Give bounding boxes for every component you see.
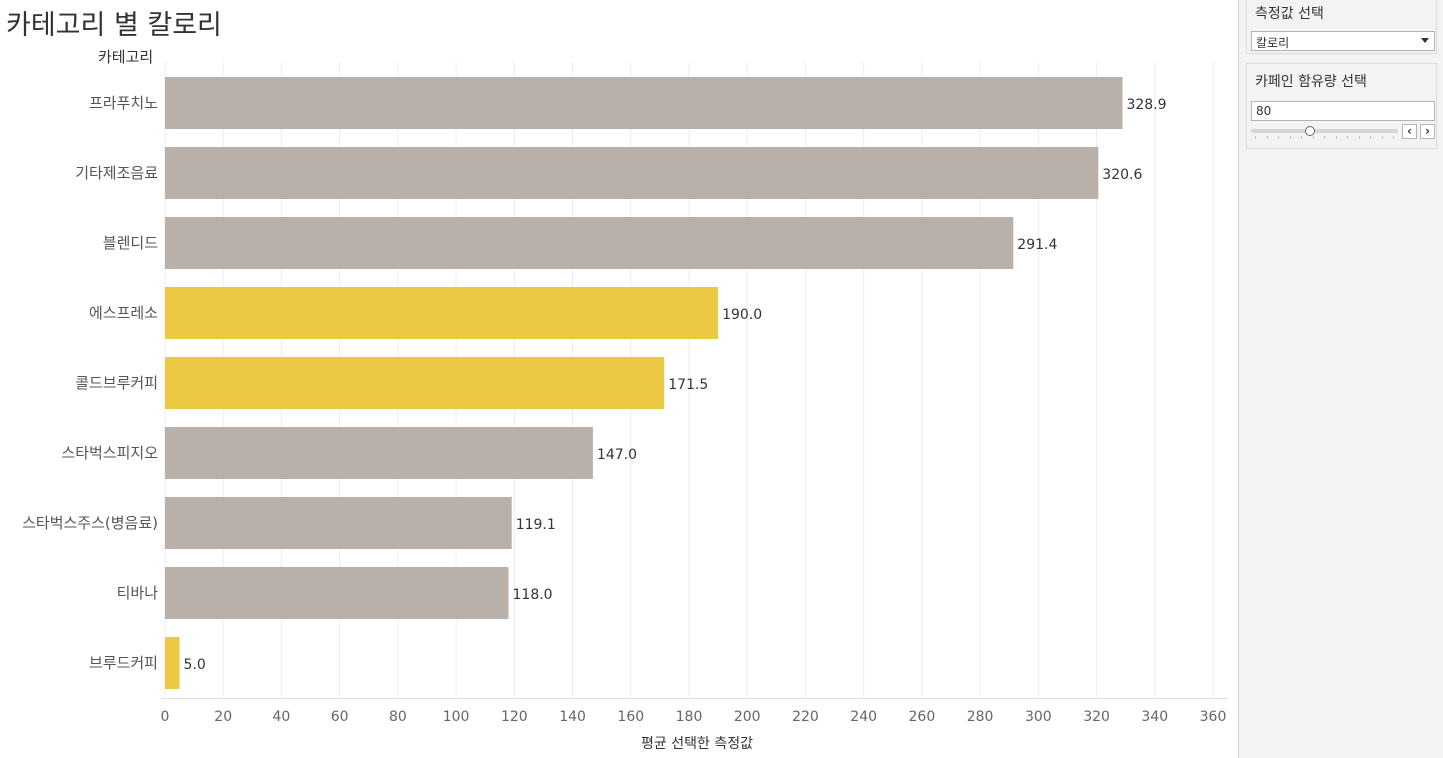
slider-tick <box>1370 136 1371 139</box>
caffeine-filter-card: 카페인 함유량 선택 80 ‹ › <box>1246 63 1437 149</box>
x-tick-label: 20 <box>214 709 232 725</box>
slider-tick <box>1266 136 1268 139</box>
x-tick-label: 160 <box>617 709 644 725</box>
slider-tick <box>1324 136 1325 139</box>
x-tick-label: 200 <box>734 709 761 725</box>
x-tick-label: 60 <box>331 709 349 725</box>
caffeine-slider-track[interactable] <box>1251 129 1398 133</box>
chart-title: 카테고리 별 칼로리 <box>6 10 222 41</box>
bar <box>165 217 1014 269</box>
x-tick-label: 100 <box>443 709 470 725</box>
x-tick-label: 180 <box>676 709 703 725</box>
x-tick-label: 240 <box>850 709 877 725</box>
measure-dropdown-value: 칼로리 <box>1256 36 1290 50</box>
value-label: 118.0 <box>513 587 553 603</box>
dropdown-arrow-icon <box>1421 38 1429 43</box>
caffeine-filter-title: 카페인 함유량 선택 <box>1255 74 1367 90</box>
category-label: 블렌디드 <box>103 234 158 252</box>
value-label: 291.4 <box>1017 237 1057 253</box>
x-tick-label: 320 <box>1083 709 1110 725</box>
slider-tick <box>1289 136 1291 139</box>
bar <box>165 567 509 619</box>
x-tick-label: 260 <box>909 709 936 725</box>
caffeine-slider-thumb[interactable] <box>1304 126 1315 136</box>
x-tick-label: 0 <box>161 709 170 725</box>
x-tick-label: 340 <box>1141 709 1168 725</box>
value-label: 147.0 <box>597 447 637 463</box>
category-label: 스타벅스주스(병음료) <box>22 514 158 532</box>
category-label: 프라푸치노 <box>89 94 158 112</box>
slider-tick <box>1347 136 1348 139</box>
value-label: 320.6 <box>1102 167 1142 183</box>
caffeine-value: 80 <box>1256 104 1272 118</box>
bar <box>165 287 719 339</box>
x-axis-title: 평균 선택한 측정값 <box>641 736 753 752</box>
bar <box>165 427 593 479</box>
bar <box>165 637 180 689</box>
caffeine-value-input[interactable]: 80 <box>1251 101 1435 121</box>
bar <box>165 147 1099 199</box>
category-label: 티바나 <box>117 584 159 602</box>
slider-tick <box>1381 136 1383 139</box>
value-label: 328.9 <box>1126 97 1166 113</box>
chevron-left-icon[interactable]: ‹ <box>1402 124 1417 139</box>
value-label: 171.5 <box>668 377 708 393</box>
x-tick-label: 360 <box>1200 709 1227 725</box>
x-tick-label: 140 <box>559 709 586 725</box>
filter-panel: 측정값 선택 칼로리 카페인 함유량 선택 80 ‹ › <box>1238 0 1443 758</box>
bar-chart: 프라푸치노 328.9 기타제조음료 320.6 블렌디드 291.4 에스프레소 190.0… <box>22 62 1228 752</box>
chevron-right-icon[interactable]: › <box>1420 124 1435 139</box>
category-label: 기타제조음료 <box>75 164 158 182</box>
x-tick-label: 300 <box>1025 709 1052 725</box>
slider-tick <box>1358 136 1360 139</box>
value-label: 5.0 <box>184 657 206 673</box>
slider-tick <box>1335 136 1337 139</box>
x-tick-label: 120 <box>501 709 528 725</box>
x-tick-label: 80 <box>389 709 407 725</box>
slider-tick <box>1255 136 1256 139</box>
bar <box>165 497 512 549</box>
measure-filter-card: 측정값 선택 칼로리 <box>1246 0 1437 54</box>
slider-tick <box>1312 136 1314 139</box>
measure-dropdown[interactable]: 칼로리 <box>1251 31 1435 51</box>
row-header-label: 카테고리 <box>98 48 154 66</box>
category-label: 브루드커피 <box>89 654 158 672</box>
x-tick-label: 220 <box>792 709 819 725</box>
category-label: 에스프레소 <box>89 304 158 322</box>
measure-filter-title: 측정값 선택 <box>1255 6 1324 22</box>
category-label: 스타벅스피지오 <box>61 444 158 462</box>
slider-tick <box>1278 136 1279 139</box>
value-label: 190.0 <box>722 307 762 323</box>
bar <box>165 357 665 409</box>
category-label: 콜드브루커피 <box>75 374 158 392</box>
slider-tick <box>1393 136 1394 139</box>
value-label: 119.1 <box>516 517 556 533</box>
bar <box>165 77 1123 129</box>
x-tick-label: 40 <box>273 709 291 725</box>
x-tick-label: 280 <box>967 709 994 725</box>
slider-tick <box>1301 136 1302 139</box>
